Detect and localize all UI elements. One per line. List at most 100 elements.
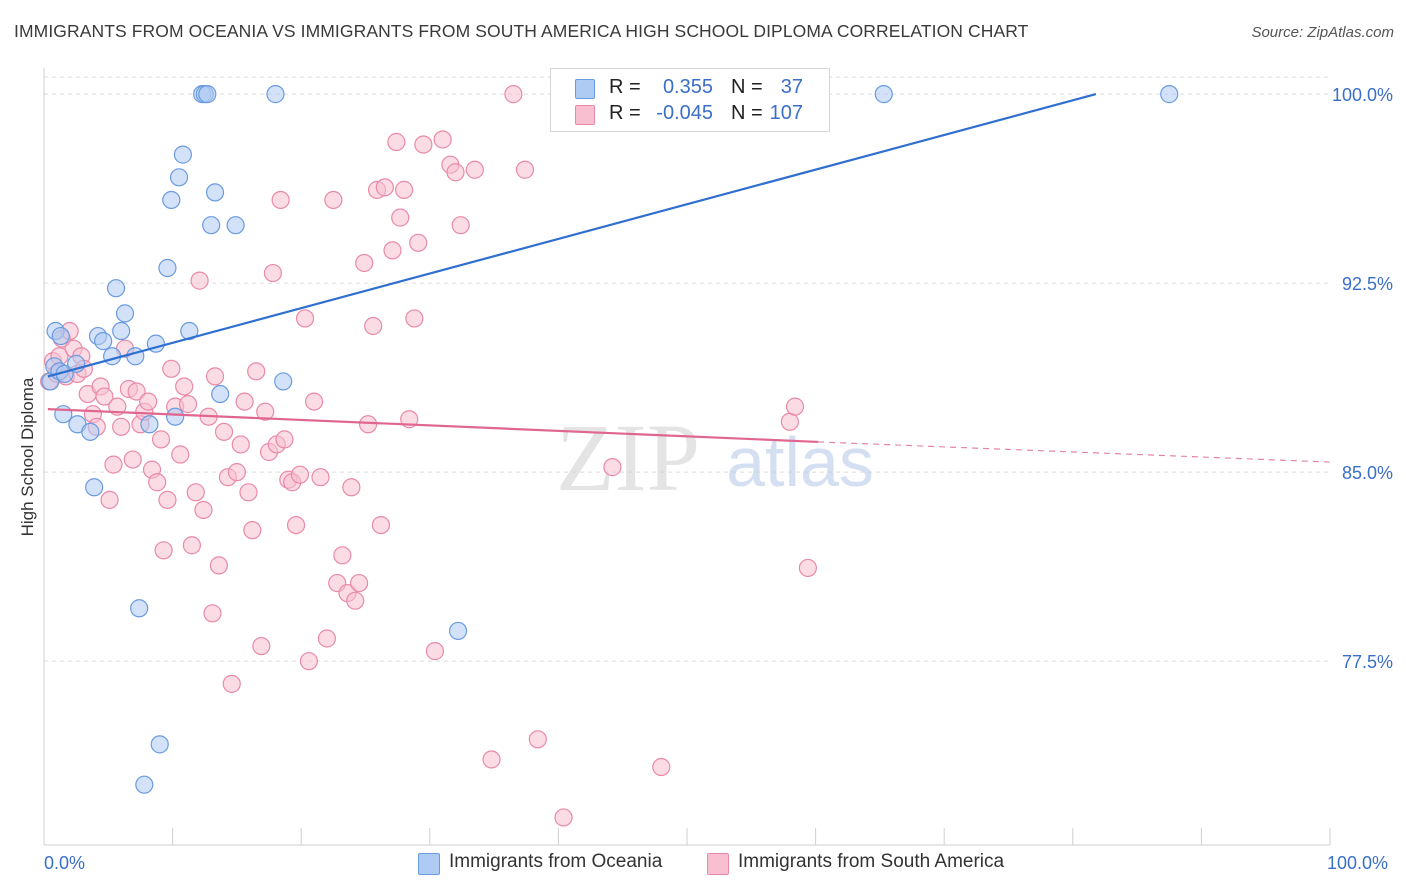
- south-america-point: [405, 309, 424, 328]
- oceania-point: [266, 85, 285, 104]
- oceania-point: [169, 168, 189, 187]
- south-america-trend-line: [47, 408, 819, 444]
- south-america-point: [371, 515, 391, 535]
- bottom-legend-south-america: Immigrants from South America: [738, 851, 1005, 872]
- oceania-point: [94, 332, 113, 351]
- south-america-point: [798, 558, 817, 578]
- south-america-point: [409, 233, 428, 252]
- y-tick-label: 85.0%: [1342, 463, 1393, 483]
- oceania-point: [198, 85, 217, 104]
- oceania-point: [448, 621, 468, 641]
- south-america-point: [100, 490, 119, 509]
- y-tick-label: 92.5%: [1342, 274, 1393, 294]
- y-tick-label: 77.5%: [1342, 652, 1393, 672]
- oceania-point: [130, 599, 149, 618]
- south-america-point: [355, 253, 374, 273]
- south-america-point: [364, 316, 383, 336]
- south-america-point: [182, 536, 201, 555]
- legend-n-label: N =: [731, 102, 763, 124]
- south-america-point: [290, 465, 310, 484]
- south-america-point: [391, 208, 410, 227]
- south-america-point: [652, 757, 671, 777]
- south-america-point: [387, 132, 406, 152]
- south-america-point: [271, 190, 290, 210]
- oceania-point: [274, 372, 293, 391]
- south-america-point: [785, 397, 805, 416]
- legend-row-oceania: R = 0.355 N = 37: [551, 75, 829, 101]
- legend-n-value: 37: [780, 76, 803, 98]
- south-america-point: [425, 642, 445, 661]
- south-america-point: [324, 190, 343, 210]
- x-tick-label-max: 100.0%: [1327, 853, 1389, 873]
- south-america-point: [158, 490, 177, 509]
- south-america-point: [252, 636, 271, 656]
- oceania-point: [166, 407, 185, 426]
- bottom-legend-oceania: Immigrants from Oceania: [449, 851, 663, 872]
- axes: [43, 68, 1331, 846]
- south-america-point: [554, 808, 573, 827]
- oceania-point: [106, 279, 126, 298]
- oceania-point: [874, 85, 893, 104]
- oceania-point: [51, 326, 70, 346]
- south-america-point: [286, 515, 306, 535]
- south-america-point: [127, 382, 146, 401]
- oceania-point: [135, 775, 154, 794]
- legend-n-value: 107: [769, 102, 803, 124]
- x-tick-label-min: 0.0%: [44, 853, 86, 873]
- south-america-point: [358, 415, 378, 434]
- south-america-point: [433, 130, 452, 149]
- south-america-point: [515, 160, 535, 179]
- south-america-point: [295, 309, 315, 328]
- y-tick-labels: 77.5% 85.0% 92.5% 100.0%: [1332, 85, 1393, 672]
- oceania-point: [81, 422, 100, 441]
- south-america-point: [346, 591, 365, 610]
- south-america-point: [780, 412, 799, 431]
- legend-n-label: N =: [731, 76, 763, 98]
- south-america-point: [231, 435, 250, 454]
- oceania-trend-line: [47, 93, 1097, 378]
- oceania-point: [150, 735, 169, 754]
- oceania-point: [103, 347, 122, 366]
- south-america-point: [123, 450, 142, 469]
- south-america-point: [243, 521, 262, 540]
- y-tick-label: 100.0%: [1332, 85, 1393, 105]
- south-america-point: [194, 500, 213, 520]
- south-america-point: [383, 241, 402, 260]
- legend-swatch-south-america: [575, 105, 595, 125]
- south-america-point: [162, 359, 181, 378]
- oceania-point: [226, 216, 245, 235]
- series-south-america-points: [40, 85, 817, 827]
- source-label: Source: ZipAtlas.com: [1251, 24, 1394, 41]
- oceania-point: [1160, 85, 1179, 104]
- watermark-atlas: atlas: [726, 423, 874, 501]
- south-america-point: [414, 135, 433, 154]
- oceania-point: [180, 321, 199, 341]
- south-america-point: [304, 392, 324, 411]
- south-america-point: [151, 430, 171, 449]
- oceania-point: [202, 216, 221, 235]
- south-america-point: [342, 478, 361, 497]
- south-america-point: [222, 674, 241, 693]
- oceania-point: [173, 145, 192, 164]
- south-america-point: [263, 263, 283, 283]
- south-america-point: [299, 652, 319, 671]
- south-america-point: [394, 180, 414, 199]
- south-america-point: [235, 392, 254, 411]
- south-america-point: [95, 387, 114, 406]
- oceania-point: [112, 321, 131, 341]
- legend-r-label: R =: [609, 102, 641, 124]
- chart-title: IMMIGRANTS FROM OCEANIA VS IMMIGRANTS FR…: [14, 21, 1029, 41]
- oceania-point: [54, 405, 73, 424]
- south-america-point: [465, 160, 484, 179]
- south-america-point: [247, 362, 266, 381]
- south-america-point: [190, 271, 209, 290]
- south-america-point: [603, 458, 622, 477]
- south-america-point: [112, 417, 131, 436]
- south-america-point: [375, 178, 394, 197]
- south-america-point: [175, 377, 194, 396]
- oceania-point: [115, 304, 135, 323]
- legend-r-value: 0.355: [662, 76, 713, 98]
- south-america-point: [528, 730, 547, 749]
- south-america-point: [205, 367, 225, 386]
